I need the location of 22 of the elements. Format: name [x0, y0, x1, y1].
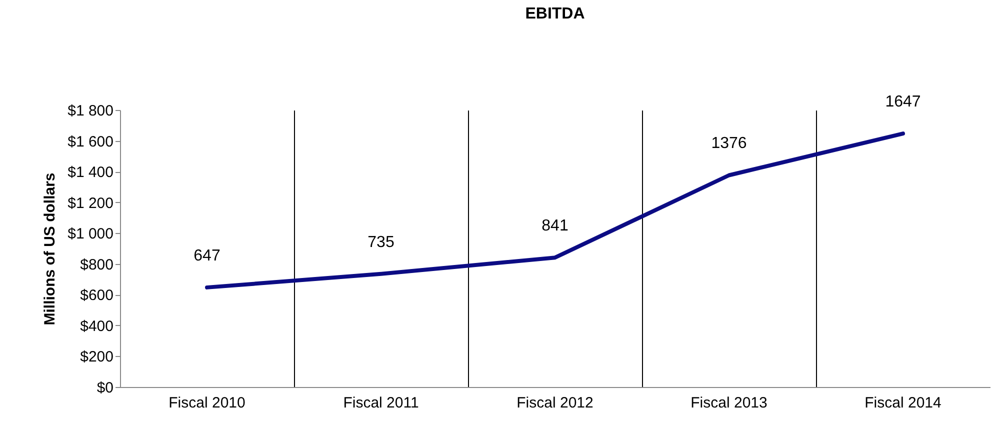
x-tick-label: Fiscal 2010: [168, 394, 246, 412]
y-axis-title: Millions of US dollars: [42, 172, 59, 326]
y-tick-label: $1 200: [68, 194, 114, 212]
y-tick-label: $1 000: [68, 226, 114, 243]
chart-title: EBITDA: [525, 6, 586, 23]
data-label: 1647: [885, 94, 921, 111]
y-tick-label: $600: [80, 287, 114, 304]
y-tick-label: $1 400: [68, 164, 114, 182]
y-tick-label: $200: [80, 348, 114, 366]
y-tick-label: $0: [96, 380, 114, 396]
y-tick-label: $1 800: [68, 102, 114, 120]
data-label: 1376: [711, 135, 747, 152]
x-tick-label: Fiscal 2014: [864, 394, 942, 412]
data-label: 735: [368, 234, 394, 251]
x-tick-label: Fiscal 2013: [690, 394, 768, 412]
y-tick-label: $400: [80, 318, 114, 335]
x-tick-label: Fiscal 2012: [516, 394, 594, 412]
data-label: 647: [194, 247, 220, 264]
data-label: 841: [542, 218, 568, 235]
x-tick-label: Fiscal 2011: [343, 394, 419, 412]
y-tick-label: $800: [80, 256, 114, 274]
y-tick-label: $1 600: [68, 133, 114, 150]
